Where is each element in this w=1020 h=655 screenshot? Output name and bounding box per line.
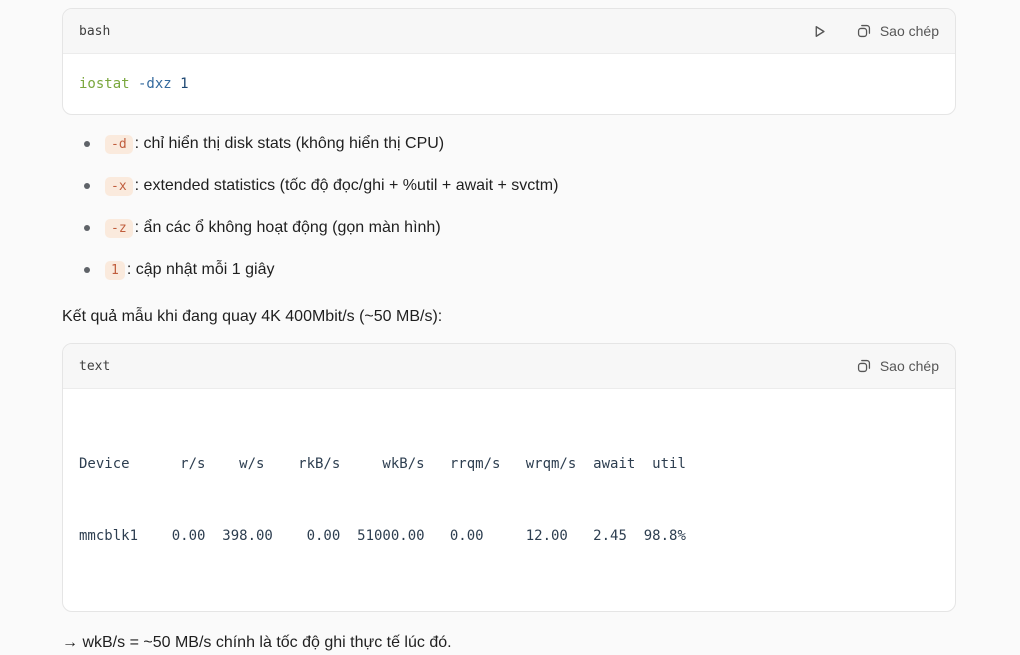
iostat-header-row: Device r/s w/s rkB/s wkB/s rrqm/s wrqm/s…	[79, 456, 686, 472]
code-token-flags: -dxz	[129, 76, 172, 92]
result-note-text: → wkB/s = ~50 MB/s chính là tốc độ ghi t…	[62, 634, 452, 651]
list-item-text: : extended statistics (tốc độ đọc/ghi + …	[134, 177, 559, 194]
bullet-dot	[84, 183, 90, 189]
copy-button-label: Sao chép	[879, 23, 939, 39]
inline-code: -d	[105, 135, 133, 154]
list-item-text: : chỉ hiển thị disk stats (không hiển th…	[134, 135, 445, 152]
list-item: 1: cập nhật mỗi 1 giây	[62, 257, 956, 283]
bash-code-block: bash Sao chép	[62, 8, 956, 115]
code-block-actions: Sao chép	[811, 23, 939, 40]
code-token-command: iostat	[79, 76, 130, 92]
list-item: -z: ẩn các ổ không hoạt động (gọn màn hì…	[62, 215, 956, 241]
play-triangle-icon	[811, 23, 828, 40]
inline-code: -x	[105, 177, 133, 196]
output-code-block: text Sao chép Device r/s w/s rkB/s wkB/s…	[62, 343, 956, 612]
language-label: text	[79, 358, 111, 374]
list-item-text: : ẩn các ổ không hoạt động (gọn màn hình…	[134, 219, 441, 236]
copy-button[interactable]: Sao chép	[856, 23, 939, 39]
iostat-data-row: mmcblk1 0.00 398.00 0.00 51000.00 0.00 1…	[79, 528, 686, 544]
copy-button[interactable]: Sao chép	[856, 358, 939, 374]
sample-intro-text: Kết quả mẫu khi đang quay 4K 400Mbit/s (…	[62, 308, 443, 325]
language-label: bash	[79, 23, 111, 39]
list-item: -x: extended statistics (tốc độ đọc/ghi …	[62, 173, 956, 199]
inline-code: -z	[105, 219, 133, 238]
bash-code-block-header: bash Sao chép	[63, 9, 955, 54]
inline-code: 1	[105, 261, 125, 280]
copy-squares-icon	[856, 358, 872, 374]
bullet-dot	[84, 141, 90, 147]
bullet-dot	[84, 267, 90, 273]
code-block-actions: Sao chép	[856, 358, 939, 374]
iostat-output-content: Device r/s w/s rkB/s wkB/s rrqm/s wrqm/s…	[63, 389, 955, 611]
flag-explanation-list: -d: chỉ hiển thị disk stats (không hiển …	[62, 131, 956, 283]
output-code-block-header: text Sao chép	[63, 344, 955, 389]
list-item-text: : cập nhật mỗi 1 giây	[126, 261, 275, 278]
copy-squares-icon	[856, 23, 872, 39]
code-token-argument: 1	[171, 76, 189, 92]
run-button[interactable]	[811, 23, 828, 40]
copy-button-label: Sao chép	[879, 358, 939, 374]
bash-code-content: iostat -dxz 1	[63, 54, 955, 114]
answer-content: bash Sao chép	[62, 0, 956, 655]
list-item: -d: chỉ hiển thị disk stats (không hiển …	[62, 131, 956, 157]
bullet-dot	[84, 225, 90, 231]
